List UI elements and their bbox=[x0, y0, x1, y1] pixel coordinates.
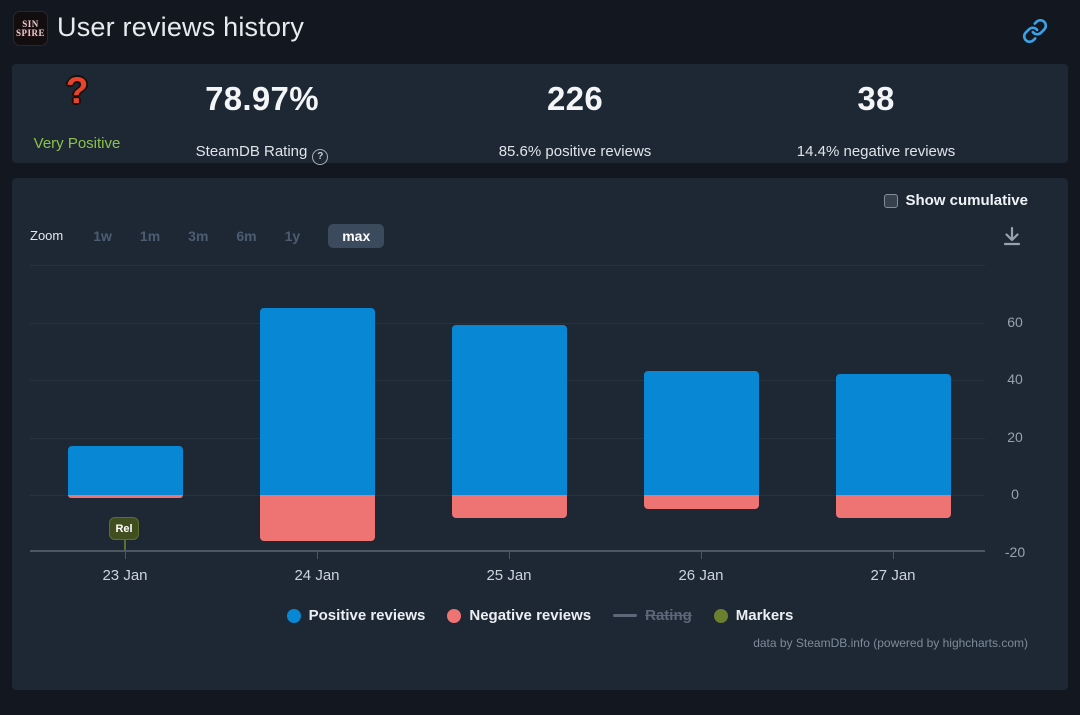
x-axis-label-3: 25 Jan bbox=[486, 567, 532, 584]
zoom-option-6m[interactable]: 6m bbox=[236, 227, 257, 244]
x-axis-line bbox=[30, 550, 985, 552]
game-icon: SIN SPIRE bbox=[13, 11, 48, 46]
x-axis-tick-5 bbox=[893, 552, 894, 559]
review-stats-panel: ? Very Positive 78.97% SteamDB Rating? 2… bbox=[12, 64, 1068, 165]
legend-label: Rating bbox=[645, 607, 692, 624]
page-title: User reviews history bbox=[57, 12, 305, 42]
legend-swatch-circle bbox=[713, 608, 728, 623]
zoom-option-max[interactable]: max bbox=[328, 223, 385, 248]
negative-bar-23-Jan[interactable] bbox=[67, 495, 183, 498]
show-cumulative-label: Show cumulative bbox=[905, 192, 1028, 209]
legend-swatch-line bbox=[613, 614, 638, 617]
zoom-option-1m[interactable]: 1m bbox=[139, 227, 161, 244]
y-axis-label-40: 40 bbox=[1007, 371, 1023, 387]
steamdb-rating-value: 78.97% bbox=[205, 80, 319, 117]
gridline-60 bbox=[30, 322, 985, 324]
positive-count: 226 bbox=[547, 80, 603, 117]
cumulative-toggle-row: Show cumulative bbox=[884, 192, 1028, 209]
gridline-80 bbox=[30, 265, 985, 266]
release-marker-stem bbox=[124, 540, 126, 551]
zoom-option-1w[interactable]: 1w bbox=[93, 227, 112, 244]
y-axis-label-0: 0 bbox=[1011, 486, 1019, 502]
download-chart-icon[interactable] bbox=[1000, 224, 1024, 248]
zoom-option-1y[interactable]: 1y bbox=[284, 227, 301, 244]
game-icon-text-top: SIN bbox=[22, 18, 39, 29]
x-axis-tick-3 bbox=[509, 552, 510, 559]
legend-swatch-circle bbox=[447, 608, 462, 623]
x-axis-label-2: 24 Jan bbox=[294, 567, 340, 584]
legend-label: Negative reviews bbox=[469, 607, 592, 624]
legend-item-markers[interactable]: Markers bbox=[713, 607, 794, 624]
zoom-label: Zoom bbox=[30, 228, 64, 243]
zoom-option-3m[interactable]: 3m bbox=[188, 227, 209, 244]
stat-positive: 226 85.6% positive reviews bbox=[455, 80, 695, 160]
page-header: SIN SPIRE User reviews history bbox=[0, 0, 1080, 58]
negative-count: 38 bbox=[857, 80, 895, 117]
zoom-range-selector: Zoom 1w 1m 3m 6m 1y max bbox=[30, 222, 385, 249]
steamdb-rating-label-text: SteamDB Rating bbox=[195, 143, 308, 160]
legend-item-positive-reviews[interactable]: Positive reviews bbox=[286, 607, 426, 624]
rating-help-icon[interactable]: ? bbox=[312, 148, 329, 165]
legend-item-negative-reviews[interactable]: Negative reviews bbox=[447, 607, 591, 624]
negative-bar-27-Jan[interactable] bbox=[835, 495, 951, 518]
x-axis-label-4: 26 Jan bbox=[678, 567, 724, 584]
rating-label: Very Positive bbox=[33, 135, 121, 152]
x-axis-tick-2 bbox=[317, 552, 318, 559]
chart-credits: data by SteamDB.info (powered by highcha… bbox=[753, 636, 1028, 650]
negative-label: 14.4% negative reviews bbox=[796, 143, 956, 160]
steamdb-rating-label: SteamDB Rating? bbox=[142, 143, 382, 165]
negative-bar-25-Jan[interactable] bbox=[451, 495, 567, 518]
release-marker-badge[interactable]: Rel bbox=[109, 517, 139, 540]
positive-bar-24-Jan[interactable] bbox=[259, 308, 375, 495]
positive-bar-26-Jan[interactable] bbox=[643, 371, 759, 495]
legend-swatch-circle bbox=[286, 608, 301, 623]
y-axis-label-60: 60 bbox=[1007, 313, 1023, 330]
legend-label: Markers bbox=[735, 607, 794, 624]
reviews-chart-panel: Show cumulative Zoom 1w 1m 3m 6m 1y max 60 40 2… bbox=[12, 178, 1068, 690]
rating-question-icon: ? bbox=[65, 70, 89, 111]
negative-bar-26-Jan[interactable] bbox=[643, 495, 759, 510]
stat-steamdb-rating: 78.97% SteamDB Rating? bbox=[142, 80, 382, 165]
x-axis-label-5: 27 Jan bbox=[870, 567, 916, 584]
game-icon-text-bottom: SPIRE bbox=[15, 27, 45, 38]
show-cumulative-checkbox[interactable] bbox=[884, 193, 899, 208]
y-axis-label-20: 20 bbox=[1007, 428, 1023, 445]
negative-bar-24-Jan[interactable] bbox=[259, 495, 375, 541]
x-axis-tick-4 bbox=[701, 552, 702, 559]
positive-bar-25-Jan[interactable] bbox=[451, 325, 567, 495]
x-axis-label-1: 23 Jan bbox=[102, 567, 148, 584]
positive-bar-23-Jan[interactable] bbox=[67, 446, 183, 495]
y-axis-label--20: -20 bbox=[1004, 543, 1026, 560]
positive-bar-27-Jan[interactable] bbox=[835, 374, 951, 495]
stat-rating: ? Very Positive bbox=[12, 70, 142, 152]
legend-label: Positive reviews bbox=[308, 607, 426, 624]
positive-label: 85.6% positive reviews bbox=[498, 143, 652, 160]
stat-negative: 38 14.4% negative reviews bbox=[756, 80, 996, 160]
chart-legend: Positive reviews Negative reviews Rating Ma… bbox=[12, 607, 1068, 624]
permalink-icon[interactable] bbox=[1022, 18, 1048, 44]
x-axis-tick-1 bbox=[125, 552, 126, 559]
legend-item-rating[interactable]: Rating bbox=[613, 607, 692, 624]
